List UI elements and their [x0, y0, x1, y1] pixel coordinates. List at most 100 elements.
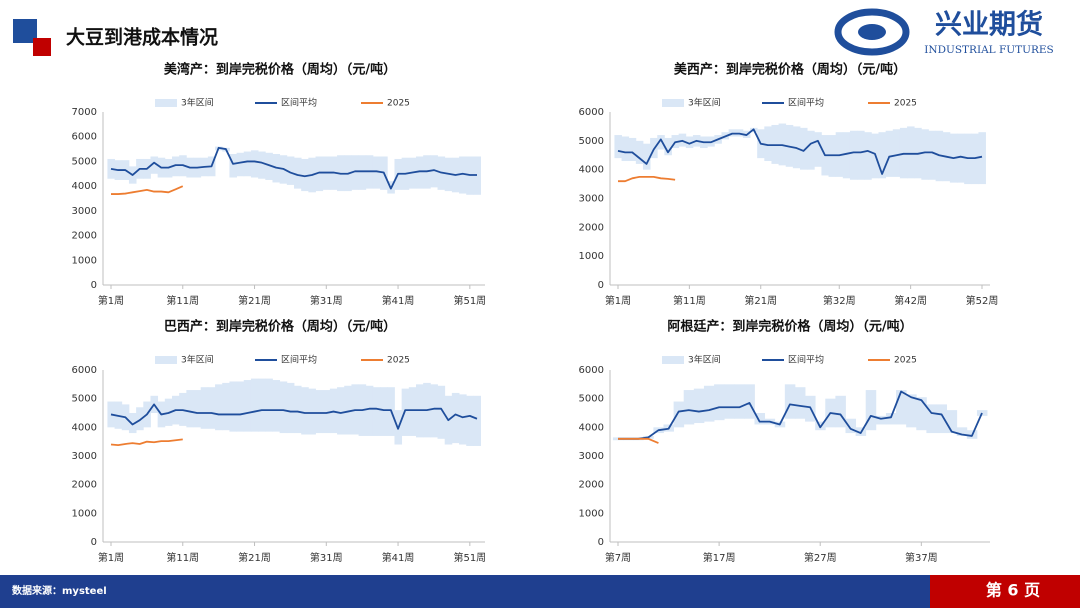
- chart-title: 阿根廷产：到岸完税价格（周均）（元/吨）: [667, 319, 912, 335]
- range-band: [814, 132, 822, 167]
- range-band: [849, 130, 858, 180]
- range-band: [635, 140, 644, 164]
- range-band: [466, 395, 474, 446]
- x-tick-label: 第11周: [673, 294, 706, 307]
- legend-label: 3年区间: [181, 354, 214, 366]
- y-tick-label: 1000: [579, 251, 604, 262]
- range-band: [258, 378, 266, 432]
- range-band: [408, 387, 417, 436]
- y-tick-label: 6000: [72, 365, 97, 376]
- x-tick-label: 第21周: [238, 551, 271, 564]
- range-band: [693, 388, 705, 424]
- range-band: [337, 387, 345, 435]
- range-band: [258, 151, 266, 179]
- range-band: [322, 390, 331, 434]
- range-band: [380, 387, 388, 436]
- y-tick-label: 4000: [72, 422, 97, 433]
- y-tick-label: 0: [598, 537, 604, 548]
- range-band: [473, 395, 481, 446]
- range-band: [835, 395, 846, 428]
- x-tick-label: 第51周: [453, 551, 486, 564]
- range-band: [734, 384, 745, 419]
- range-band: [807, 130, 815, 170]
- range-band: [416, 156, 424, 189]
- range-band: [150, 156, 159, 174]
- range-band: [236, 381, 245, 432]
- y-tick-label: 6000: [579, 107, 604, 118]
- y-tick-label: 5000: [72, 394, 97, 405]
- range-band: [358, 155, 367, 190]
- range-band: [430, 155, 438, 188]
- range-band: [459, 394, 467, 445]
- range-band: [430, 384, 438, 438]
- x-tick-label: 第1周: [98, 294, 124, 307]
- source-note: 数据来源：mysteel: [12, 584, 107, 597]
- x-tick-label: 第11周: [166, 294, 199, 307]
- range-band: [172, 156, 180, 177]
- y-tick-label: 4000: [72, 181, 97, 192]
- series-line: [618, 175, 676, 183]
- legend-swatch: [662, 356, 684, 364]
- x-tick-label: 第32周: [823, 294, 856, 307]
- legend-label: 2025: [387, 99, 410, 109]
- range-band: [200, 387, 209, 429]
- y-tick-label: 1000: [579, 508, 604, 519]
- range-band: [437, 385, 446, 439]
- range-band: [308, 388, 316, 435]
- legend-label: 区间平均: [788, 354, 824, 366]
- range-band: [372, 387, 381, 436]
- legend-swatch: [155, 99, 177, 107]
- range-band: [215, 384, 223, 431]
- y-tick-label: 2000: [72, 231, 97, 242]
- y-tick-label: 3000: [72, 206, 97, 217]
- range-band: [642, 143, 651, 170]
- range-band: [978, 132, 986, 185]
- range-band: [344, 385, 352, 435]
- range-band: [301, 158, 309, 192]
- range-band: [243, 151, 252, 177]
- x-tick-label: 第17周: [703, 551, 736, 564]
- page-box: [930, 575, 1080, 608]
- range-band: [714, 384, 725, 421]
- brand-name-en: INDUSTRIAL FUTURES: [924, 44, 1054, 56]
- y-tick-label: 5000: [72, 156, 97, 167]
- x-tick-label: 第27周: [804, 551, 837, 564]
- range-band: [286, 156, 295, 185]
- range-band: [315, 390, 324, 434]
- x-tick-label: 第41周: [382, 294, 415, 307]
- range-band: [842, 132, 851, 179]
- y-tick-label: 0: [91, 280, 97, 291]
- range-band: [921, 129, 929, 180]
- legend-label: 区间平均: [788, 97, 824, 109]
- x-tick-label: 第37周: [905, 551, 938, 564]
- range-band: [136, 407, 144, 431]
- x-tick-label: 第1周: [98, 551, 124, 564]
- range-band: [926, 404, 937, 434]
- legend-swatch: [662, 99, 684, 107]
- range-band: [193, 390, 202, 428]
- y-tick-label: 1000: [72, 508, 97, 519]
- range-band: [279, 381, 288, 434]
- legend-label: 区间平均: [281, 97, 317, 109]
- footer-bar: [0, 575, 1080, 608]
- range-band: [628, 137, 637, 162]
- logo-square: [33, 38, 51, 56]
- x-tick-label: 第31周: [310, 294, 343, 307]
- legend-label: 区间平均: [281, 354, 317, 366]
- chart-title: 美湾产：到岸完税价格（周均）（元/吨）: [164, 62, 396, 78]
- range-band: [236, 152, 245, 177]
- series-line: [617, 128, 983, 175]
- range-band: [614, 135, 622, 159]
- legend-label: 3年区间: [181, 97, 214, 109]
- range-band: [885, 130, 894, 177]
- brand-mark: [858, 24, 886, 40]
- range-band: [724, 384, 735, 419]
- y-tick-label: 4000: [579, 422, 604, 433]
- range-band: [265, 378, 273, 432]
- x-tick-label: 第31周: [310, 551, 343, 564]
- range-band: [845, 418, 857, 434]
- y-tick-label: 4000: [579, 165, 604, 176]
- range-band: [294, 157, 302, 189]
